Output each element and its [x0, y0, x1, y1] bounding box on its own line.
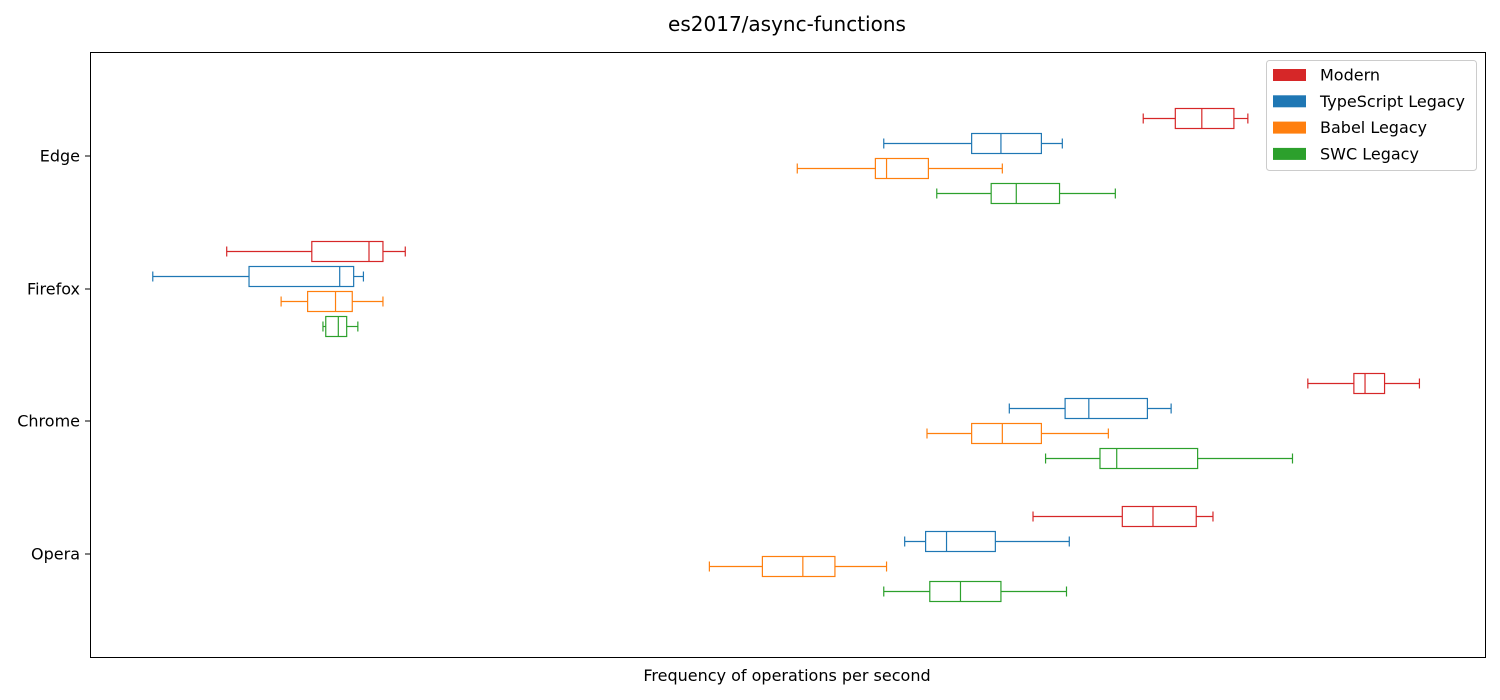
box-edge-swc-legacy	[936, 182, 1116, 205]
x-axis-label: Frequency of operations per second	[643, 666, 930, 685]
legend-swatch	[1273, 69, 1306, 81]
series-typescript-legacy	[152, 132, 1172, 553]
box-opera-swc-legacy	[883, 580, 1068, 603]
box	[1121, 505, 1197, 528]
legend-label: SWC Legacy	[1320, 144, 1419, 163]
legend-item: Babel Legacy	[1273, 118, 1427, 137]
box-opera-babel-legacy	[708, 555, 888, 578]
box	[1099, 447, 1199, 470]
y-tick-label-edge: Edge	[40, 147, 80, 166]
box	[307, 290, 353, 313]
legend-label: Modern	[1320, 66, 1380, 85]
y-tick-label-firefox: Firefox	[27, 280, 80, 299]
y-tick-label-chrome: Chrome	[17, 412, 80, 431]
legend-label: TypeScript Legacy	[1319, 92, 1465, 111]
box	[761, 555, 836, 578]
legend: Modern TypeScript Legacy Babel Legacy SWC L…	[1266, 60, 1477, 171]
box	[925, 530, 996, 553]
box-firefox-typescript-legacy	[152, 265, 365, 288]
legend-swatch	[1273, 95, 1306, 108]
box-firefox-babel-legacy	[280, 290, 384, 313]
box-edge-typescript-legacy	[883, 132, 1063, 155]
box	[248, 265, 355, 288]
series-swc-legacy	[322, 182, 1294, 603]
legend-swatch	[1273, 121, 1306, 134]
box-firefox-modern	[226, 240, 406, 263]
plot-area	[90, 52, 1486, 658]
box	[990, 182, 1061, 205]
box-chrome-swc-legacy	[1044, 447, 1294, 470]
box	[1174, 107, 1235, 130]
legend-item: SWC Legacy	[1273, 144, 1419, 163]
legend-item: TypeScript Legacy	[1273, 92, 1465, 111]
box	[874, 157, 929, 180]
legend-swatch	[1273, 147, 1306, 160]
box-chrome-modern	[1307, 372, 1421, 395]
box-opera-modern	[1032, 505, 1214, 528]
box-chrome-typescript-legacy	[1008, 397, 1172, 420]
box	[971, 132, 1042, 155]
box-edge-modern	[1142, 107, 1249, 130]
y-axis: Edge Firefox Chrome Opera	[17, 147, 90, 564]
box-firefox-swc-legacy	[322, 315, 359, 338]
chart-title: es2017/async-functions	[668, 12, 906, 36]
series-modern	[226, 107, 1421, 528]
box-series-group	[152, 107, 1421, 603]
box	[971, 422, 1042, 445]
box	[1064, 397, 1149, 420]
box	[325, 315, 348, 338]
box-chrome-babel-legacy	[926, 422, 1109, 445]
box	[311, 240, 384, 263]
box-opera-typescript-legacy	[904, 530, 1070, 553]
box	[1353, 372, 1386, 395]
legend-item: Modern	[1273, 66, 1380, 85]
legend-label: Babel Legacy	[1320, 118, 1427, 137]
series-babel-legacy	[280, 157, 1109, 578]
legend-frame	[1266, 60, 1477, 171]
box	[929, 580, 1002, 603]
y-tick-label-opera: Opera	[31, 545, 80, 564]
box-edge-babel-legacy	[796, 157, 1003, 180]
